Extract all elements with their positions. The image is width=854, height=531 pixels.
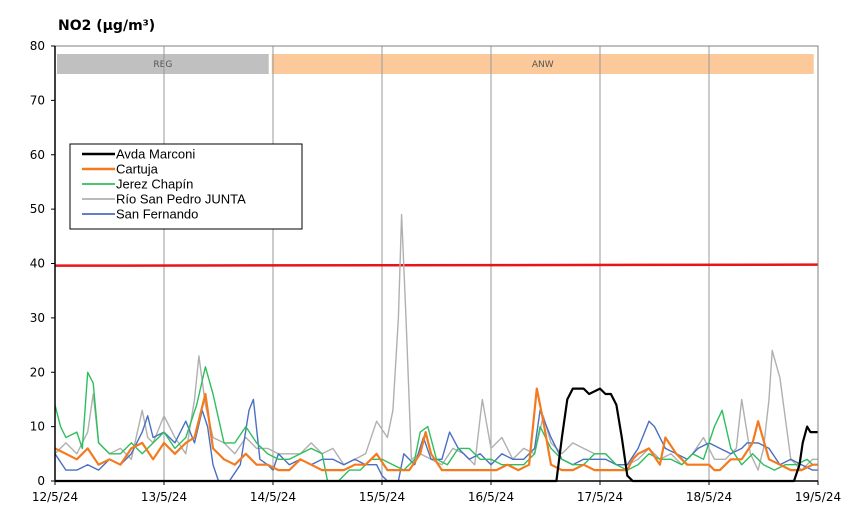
chart-title: NO2 (µg/m³) — [58, 18, 155, 34]
period-label-anw: ANW — [532, 60, 554, 70]
x-tick-label: 16/5/24 — [468, 490, 514, 504]
gridlines — [54, 46, 819, 481]
plot-frame — [54, 45, 819, 482]
y-tick-label: 20 — [30, 365, 45, 379]
period-band-anw — [271, 54, 814, 74]
y-tick-label: 10 — [30, 420, 45, 434]
limit-line — [54, 263, 819, 267]
x-tick-label: 19/5/24 — [795, 490, 841, 504]
y-tick-label: 30 — [30, 311, 45, 325]
legend-label-r-o-san-pedro-junta: Río San Pedro JUNTA — [116, 192, 246, 207]
x-tick-label: 13/5/24 — [141, 490, 187, 504]
x-tick-label: 12/5/24 — [32, 490, 78, 504]
x-tick-label: 15/5/24 — [359, 490, 405, 504]
x-tick-label: 14/5/24 — [250, 490, 296, 504]
y-tick-label: 70 — [30, 93, 45, 107]
y-tick-label: 40 — [30, 257, 45, 271]
y-tick-label: 80 — [30, 39, 45, 53]
period-bands: REG ANW — [57, 54, 814, 74]
series-line-r-o-san-pedro-junta — [54, 213, 818, 471]
series-lines — [54, 213, 818, 483]
period-band-reg — [57, 54, 269, 74]
x-tick-label: 18/5/24 — [686, 490, 732, 504]
series-line-avda-marconi — [55, 387, 818, 483]
series-line-cartuja — [54, 387, 818, 472]
y-axis-ticks: 0 10 20 30 40 50 60 70 80 — [30, 39, 55, 488]
axes — [54, 45, 819, 482]
legend-label-avda-marconi: Avda Marconi — [116, 147, 195, 162]
legend-label-jerez-chap-n: Jerez Chapín — [116, 177, 193, 192]
series-line-jerez-chap-n — [54, 366, 818, 482]
x-axis-ticks: 12/5/24 13/5/24 14/5/24 15/5/24 16/5/24 17/5/… — [32, 481, 841, 504]
x-tick-label: 17/5/24 — [577, 490, 623, 504]
y-tick-label: 0 — [37, 474, 45, 488]
y-tick-label: 50 — [30, 202, 45, 216]
legend-label-cartuja: Cartuja — [116, 162, 159, 177]
y-tick-label: 60 — [30, 148, 45, 162]
period-label-reg: REG — [153, 60, 172, 70]
legend-label-san-fernando: San Fernando — [116, 207, 198, 222]
